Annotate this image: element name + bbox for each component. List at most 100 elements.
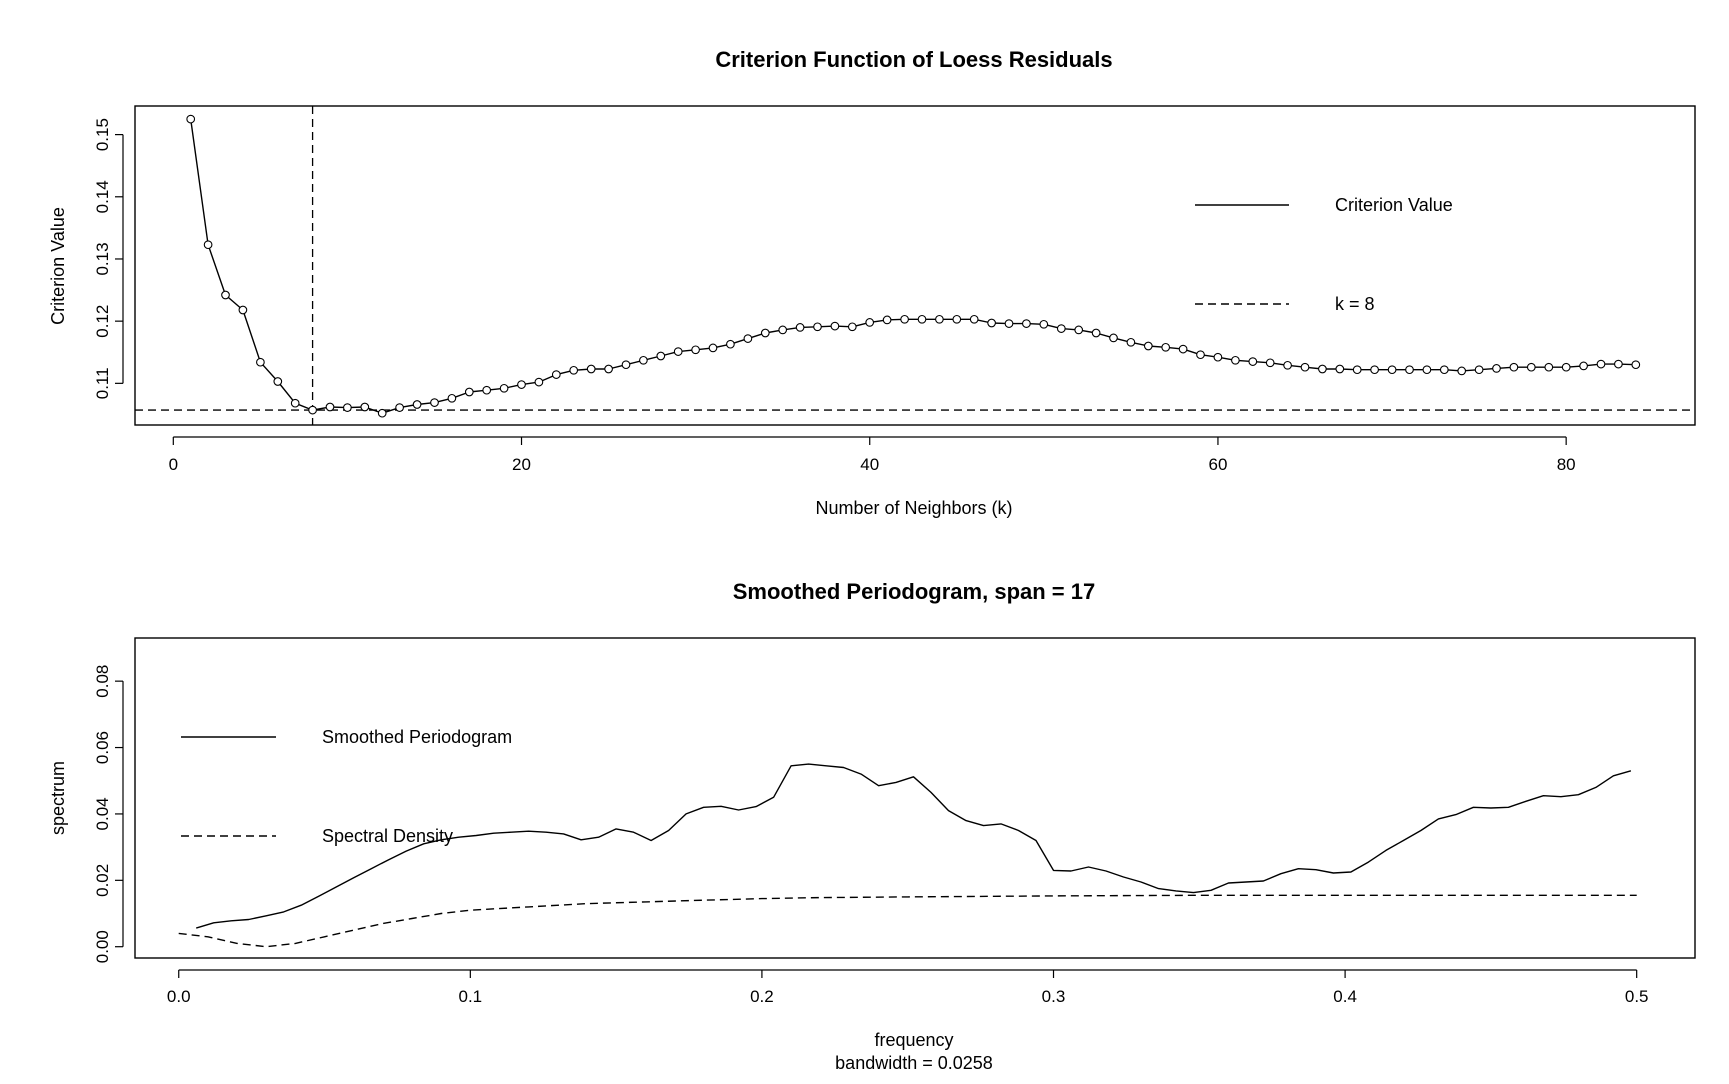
y-tick-label: 0.13 [93,242,112,275]
data-point [238,305,248,315]
data-point [290,398,300,408]
series-group [186,114,1641,418]
data-point [551,370,561,379]
data-point [412,400,422,409]
data-point [1544,362,1554,372]
y-tick-label: 0.12 [93,305,112,338]
x-tick-label: 20 [512,455,531,474]
x-tick-label: 0.4 [1333,987,1357,1006]
data-point [203,240,213,250]
data-point [847,322,857,332]
data-point [1126,337,1136,347]
data-point [1300,362,1310,372]
data-point [517,380,526,389]
data-point [464,387,474,397]
y-tick-label: 0.08 [93,665,112,698]
data-point [656,351,666,361]
data-point [882,315,892,325]
data-point [1091,328,1101,338]
data-point [639,355,648,365]
data-point [621,360,631,370]
data-point [1474,365,1484,375]
data-point [325,402,335,412]
data-point [569,365,579,375]
data-point [1579,361,1588,371]
data-point [1631,360,1641,370]
data-point [360,402,370,412]
data-point [1614,359,1623,369]
data-point [1213,352,1223,362]
data-point [1039,319,1049,329]
data-point [795,323,805,332]
data-point [534,377,544,387]
data-point [1387,365,1397,375]
data-point [256,357,265,367]
x-axis-label: Number of Neighbors (k) [815,498,1012,518]
legend-label: Criterion Value [1335,195,1453,215]
chart-title: Criterion Function of Loess Residuals [715,47,1112,72]
x-tick-label: 0 [169,455,178,474]
legend: Criterion Value k = 8 [1195,195,1453,314]
data-point [482,385,492,395]
legend-label: Spectral Density [322,826,453,846]
data-point [604,364,613,374]
data-point [1248,357,1258,366]
data-point [343,403,352,412]
series-line-1 [195,763,1632,929]
data-point [447,393,457,403]
data-point [743,334,753,343]
legend: Smoothed Periodogram Spectral Density [181,727,512,846]
data-point [1109,333,1118,343]
data-point [1004,319,1014,328]
y-axis-label: Criterion Value [48,207,68,325]
y-tick-label: 0.04 [93,797,112,830]
data-point [1178,344,1188,354]
plot-frame [134,637,1696,959]
series-line-1 [190,119,1636,414]
chart-title: Smoothed Periodogram, span = 17 [733,579,1095,604]
y-tick-label: 0.06 [93,731,112,764]
data-point [691,345,700,355]
data-point [499,383,509,393]
data-point [1143,341,1153,351]
data-point [377,408,387,418]
data-point [221,290,230,300]
y-tick-label: 0.00 [93,930,112,963]
data-point [673,347,683,356]
data-point [813,322,822,332]
x-tick-label: 0.1 [459,987,483,1006]
data-point [273,377,283,386]
data-point [1405,365,1414,375]
data-point [900,314,909,324]
data-point [952,314,962,324]
y-tick-label: 0.02 [93,864,112,897]
tick-group: 0.0 0.1 0.2 0.3 0.4 0.5 0.00 0.02 0.04 0.06 0.08 [93,665,1649,1006]
data-point [987,318,996,328]
data-point [308,405,317,415]
data-point [865,318,875,327]
data-point [1056,324,1066,333]
legend-label: Smoothed Periodogram [322,727,512,747]
periodogram-panel: Smoothed Periodogram, span = 17 0.0 0.1 0.… [48,579,1696,1073]
criterion-panel: Criterion Function of Loess Residuals 0 2… [48,47,1696,518]
x-tick-label: 0.5 [1625,987,1649,1006]
data-point [186,114,196,124]
y-tick-label: 0.15 [93,118,112,151]
data-point [726,339,735,349]
x-tick-label: 60 [1208,455,1227,474]
x-tick-label: 0.3 [1042,987,1066,1006]
data-point [1283,360,1292,370]
series-group [178,763,1637,948]
x-axis-label: frequency [874,1030,953,1050]
data-point [1561,362,1571,372]
data-point [1318,364,1327,374]
data-point [395,403,404,412]
data-point [1526,362,1536,372]
data-point [1022,319,1031,328]
tick-group: 0 20 40 60 80 0.11 0.12 0.13 0.14 0.15 [93,118,1576,474]
data-point [1370,365,1379,375]
data-point [778,325,788,335]
data-point [1231,355,1240,365]
data-point [1422,365,1432,375]
